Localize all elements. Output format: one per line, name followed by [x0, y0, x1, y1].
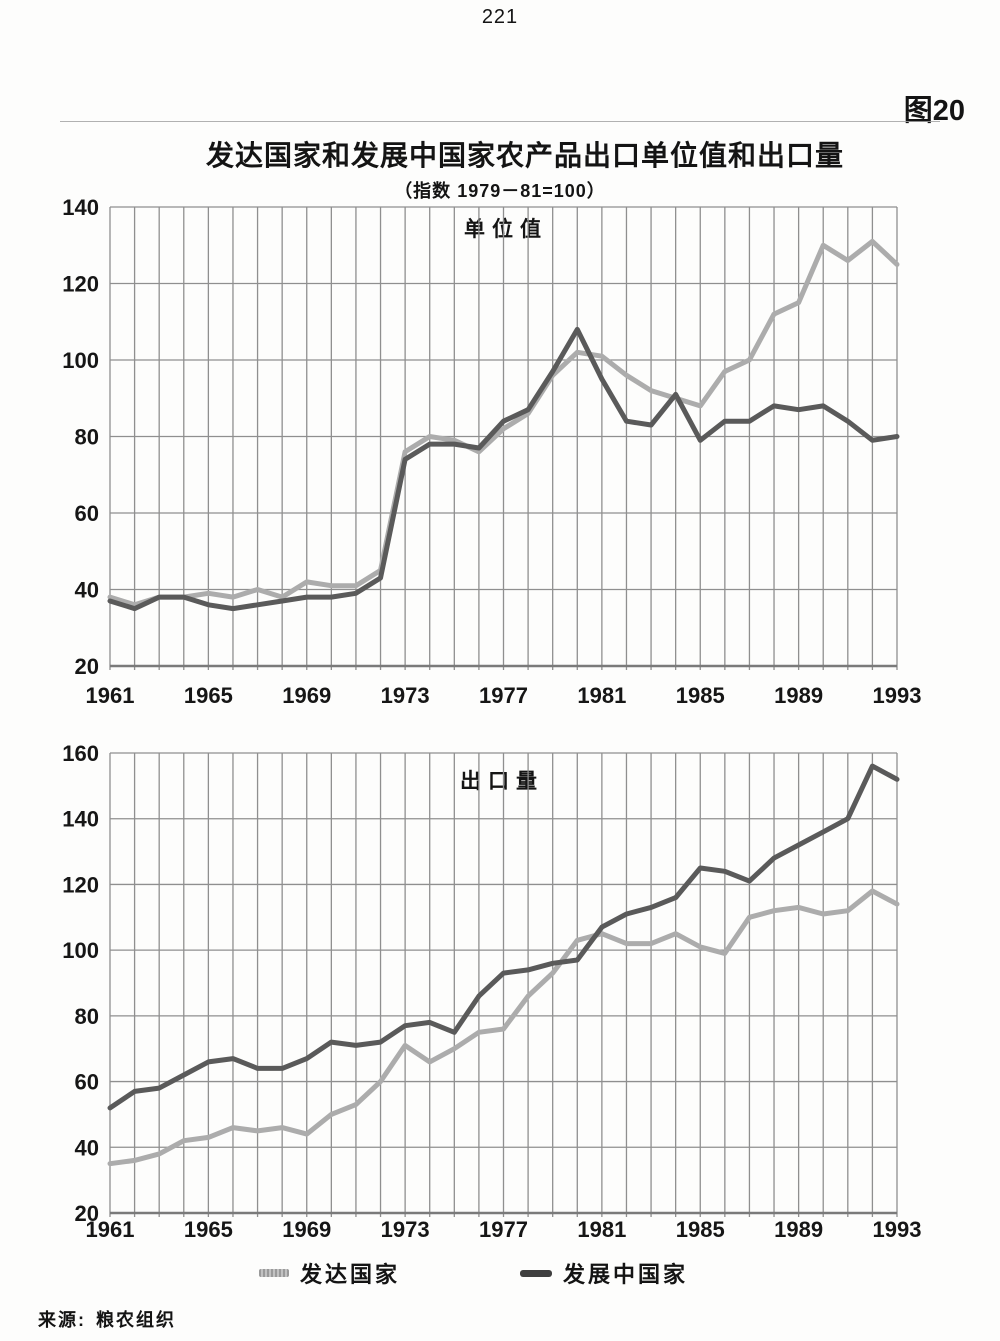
figure-subtitle: （指数 1979－81=100） — [394, 181, 606, 201]
y-tick-label: 60 — [75, 1070, 99, 1095]
figure-number-label: 图20 — [903, 95, 965, 127]
developing-countries-line — [107, 326, 900, 612]
source-text: 粮农组织 — [96, 1310, 176, 1330]
legend-item-developing: 发展中国家 — [520, 1258, 688, 1288]
legend-label-developed: 发达国家 — [300, 1262, 401, 1287]
y-tick-label: 40 — [75, 1135, 99, 1160]
x-tick-label: 1977 — [479, 683, 528, 708]
page-number: 221 — [481, 6, 519, 28]
x-tick-label: 1969 — [282, 683, 331, 708]
x-tick-label: 1989 — [774, 1217, 823, 1242]
unit-value-panel-title: 单位值 — [464, 218, 548, 241]
y-tick-label: 120 — [62, 272, 99, 297]
y-tick-label: 20 — [75, 654, 99, 679]
x-tick-label: 1993 — [873, 1217, 922, 1242]
x-tick-label: 1965 — [184, 1217, 233, 1242]
legend-label-developing: 发展中国家 — [563, 1262, 689, 1287]
x-tick-label: 1985 — [676, 1217, 725, 1242]
y-tick-label: 20 — [75, 1201, 99, 1226]
y-tick-label: 40 — [75, 578, 99, 603]
y-tick-label: 120 — [62, 872, 99, 897]
unit-value-chart: 20 40 60 80 100 120 140 1961 1965 1969 1973 1977 198… — [62, 195, 922, 708]
x-tick-label: 1981 — [577, 683, 626, 708]
y-tick-label: 100 — [62, 348, 99, 373]
x-tick-label: 1977 — [479, 1217, 528, 1242]
y-tick-label: 80 — [75, 425, 99, 450]
x-tick-label: 1989 — [774, 683, 823, 708]
y-tick-label: 80 — [75, 1004, 99, 1029]
export-volume-chart: 20 40 60 80 100 120 140 160 1961 1965 1969 1973 1977… — [62, 741, 922, 1242]
y-tick-label: 160 — [62, 741, 99, 766]
x-tick-label: 1985 — [676, 683, 725, 708]
x-tick-label: 1993 — [873, 683, 922, 708]
grid — [109, 752, 898, 1217]
developing-countries-line — [107, 763, 900, 1111]
figure-title: 发达国家和发展中国家农产品出口单位值和出口量 — [205, 140, 844, 171]
y-tick-label: 140 — [62, 195, 99, 220]
x-tick-label: 1981 — [577, 1217, 626, 1242]
x-tick-label: 1969 — [282, 1217, 331, 1242]
x-tick-label: 1961 — [86, 683, 135, 708]
legend-item-developed: 发达国家 — [259, 1258, 400, 1288]
x-tick-label: 1965 — [184, 683, 233, 708]
y-tick-label: 100 — [62, 938, 99, 963]
developing-line-swatch-icon — [520, 1269, 552, 1277]
y-tick-label: 140 — [62, 807, 99, 832]
source-label: 来源: — [38, 1310, 86, 1330]
developed-countries-line — [107, 888, 900, 1167]
figure-top-rule — [60, 121, 940, 122]
source-note: 来源: 粮农组织 — [38, 1306, 186, 1332]
y-tick-label: 60 — [75, 501, 99, 526]
grid — [109, 206, 898, 670]
x-tick-label: 1973 — [381, 1217, 430, 1242]
x-tick-label: 1973 — [381, 683, 430, 708]
developed-countries-line — [107, 238, 900, 608]
developed-line-swatch-icon — [259, 1269, 289, 1277]
x-tick-label: 1961 — [86, 1217, 135, 1242]
